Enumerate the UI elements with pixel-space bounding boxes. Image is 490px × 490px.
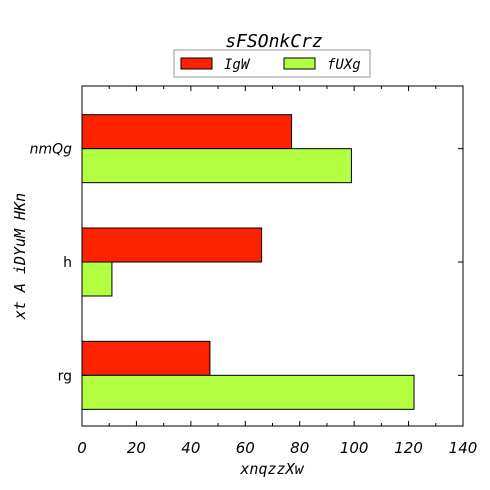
bar-fUXg-h: [81, 261, 113, 297]
bar-fUXg-nmQg: [81, 148, 352, 184]
x-tick-label: 140: [449, 439, 478, 457]
bar-fUXg-rg: [81, 374, 415, 410]
bars-group: [81, 114, 415, 410]
y-axis: nmQg h rg: [30, 142, 463, 384]
x-axis-label: xnqzzXw: [239, 460, 304, 478]
legend: IgW fUXg: [173, 49, 371, 78]
x-tick-label: 40: [181, 439, 200, 457]
x-tick-label: 120: [394, 439, 423, 457]
y-tick-label-rg: rg: [58, 368, 72, 384]
x-tick-label: 60: [236, 439, 255, 457]
x-tick-label: 0: [77, 439, 87, 457]
x-axis: 0 20 40 60 80 100 120 140: [77, 86, 477, 457]
bar-IgW-nmQg: [81, 114, 293, 150]
bar-IgW-h: [81, 227, 263, 263]
legend-swatch-IgW: [180, 57, 213, 70]
y-tick-label-nmQg: nmQg: [30, 142, 73, 158]
x-tick-label: 100: [340, 439, 369, 457]
x-tick-label: 20: [127, 439, 146, 457]
x-tick-label: 80: [290, 439, 309, 457]
y-tick-label-h: h: [63, 255, 72, 271]
chart-title: sFSOnkCrz: [225, 31, 323, 52]
legend-label-fUXg: fUXg: [327, 57, 361, 73]
bar-IgW-rg: [81, 340, 211, 376]
y-axis-label: xt A iDYuM HKn: [11, 193, 29, 320]
legend-swatch-fUXg: [283, 57, 316, 70]
legend-label-IgW: IgW: [224, 57, 251, 73]
